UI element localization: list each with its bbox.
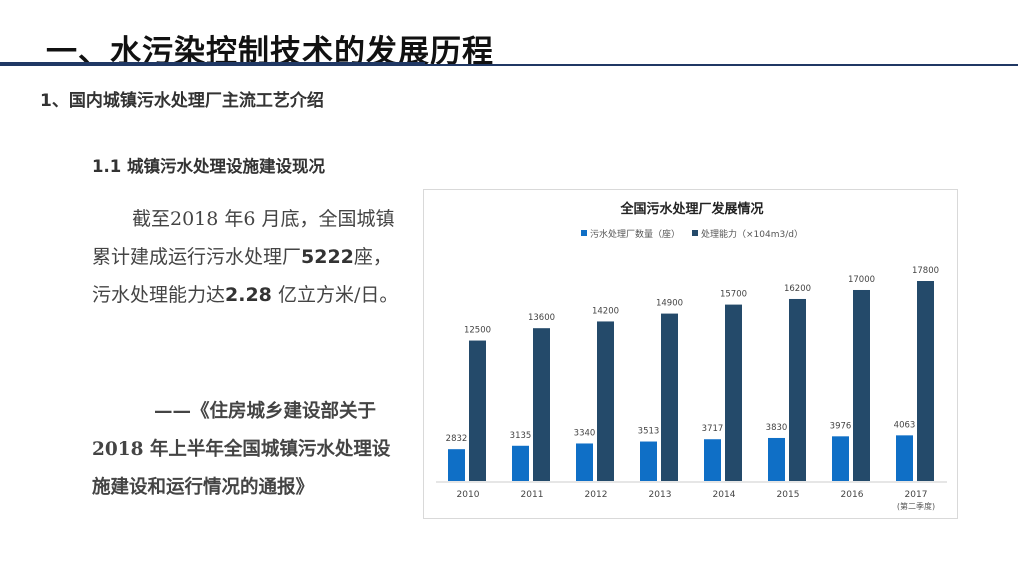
title-bar: 一、水污染控制技术的发展历程 <box>0 0 1018 70</box>
data-label-1-2017: 17800 <box>912 266 939 276</box>
chart-container: 全国污水处理厂发展情况 污水处理厂数量（座） 处理能力（×104m3/d） 283… <box>423 189 958 519</box>
legend-swatch-0 <box>581 230 587 236</box>
bar-0-2014 <box>704 439 721 481</box>
data-label-0-2012: 3340 <box>574 428 596 438</box>
chart-bars: 2832 12500 3135 13600 3340 14200 3513 14900 3717… <box>446 266 939 481</box>
bar-1-2011 <box>533 328 550 481</box>
legend-swatch-1 <box>692 230 698 236</box>
chart-title: 全国污水处理厂发展情况 <box>619 201 763 217</box>
legend-label-1: 处理能力（×104m3/d） <box>701 228 803 240</box>
data-label-1-2013: 14900 <box>656 299 683 309</box>
bar-0-2010 <box>448 449 465 481</box>
data-label-0-2015: 3830 <box>766 423 788 433</box>
x-tick-2013: 2013 <box>649 490 672 500</box>
data-label-0-2017: 4063 <box>894 420 916 430</box>
body-text-2: 座，污水处理能力达 <box>92 246 392 306</box>
title-underline-thin <box>425 64 1018 66</box>
data-label-0-2011: 3135 <box>510 431 532 441</box>
data-label-1-2012: 14200 <box>592 306 619 316</box>
data-label-1-2010: 12500 <box>464 326 491 336</box>
x-tick-2016: 2016 <box>841 490 864 500</box>
data-label-0-2016: 3976 <box>830 421 852 431</box>
citation: ——《住房城乡建设部关于2018 年上半年全国城镇污水处理设施建设和运行情况的通… <box>92 401 391 498</box>
bar-1-2015 <box>789 298 806 481</box>
x-tick-2015: 2015 <box>777 490 800 500</box>
bar-1-2012 <box>597 321 614 481</box>
bar-0-2015 <box>768 437 785 481</box>
data-label-1-2014: 15700 <box>720 290 747 300</box>
section-heading: 1、国内城镇污水处理厂主流工艺介绍 <box>40 91 324 111</box>
bar-1-2016 <box>853 289 870 481</box>
bar-0-2012 <box>576 443 593 481</box>
data-label-0-2014: 3717 <box>702 424 724 434</box>
data-label-0-2010: 2832 <box>446 434 468 444</box>
bar-chart: 全国污水处理厂发展情况 污水处理厂数量（座） 处理能力（×104m3/d） 283… <box>436 201 947 511</box>
x-tick-2010: 2010 <box>457 490 480 500</box>
x-tick-2017: 2017 <box>905 490 928 500</box>
legend-label-0: 污水处理厂数量（座） <box>590 228 680 240</box>
capacity-value: 2.28 <box>225 284 272 306</box>
data-label-1-2016: 17000 <box>848 275 875 285</box>
x-tick-2012: 2012 <box>585 490 608 500</box>
data-label-0-2013: 3513 <box>638 427 660 437</box>
bar-0-2013 <box>640 441 657 481</box>
title-underline-thick <box>0 62 425 66</box>
sub-heading: 1.1 城镇污水处理设施建设现况 <box>92 157 325 176</box>
bar-1-2014 <box>725 304 742 481</box>
body-text-1: 截至2018 年6 月底，全国城镇累计建成运行污水处理厂 <box>92 208 395 268</box>
x-tick-2011: 2011 <box>521 490 544 500</box>
data-label-1-2011: 13600 <box>528 313 555 323</box>
bar-1-2013 <box>661 313 678 481</box>
bar-1-2017 <box>917 281 934 481</box>
body-text-3: 亿立方米/日。 <box>271 284 399 306</box>
x-axis-labels: 2010 2011 2012 2013 2014 2015 2016 2017(第二季度) <box>457 490 936 511</box>
data-label-1-2015: 16200 <box>784 284 811 294</box>
chart-legend: 污水处理厂数量（座） 处理能力（×104m3/d） <box>581 228 803 240</box>
bar-0-2011 <box>512 445 529 481</box>
body-paragraph: 截至2018 年6 月底，全国城镇累计建成运行污水处理厂5222座，污水处理能力… <box>92 200 400 314</box>
x-tick-note-2017: (第二季度) <box>897 501 935 511</box>
plant-count: 5222 <box>301 246 354 268</box>
bar-0-2016 <box>832 436 849 481</box>
bar-0-2017 <box>896 435 913 481</box>
bar-1-2010 <box>469 340 486 481</box>
x-tick-2014: 2014 <box>713 490 736 500</box>
